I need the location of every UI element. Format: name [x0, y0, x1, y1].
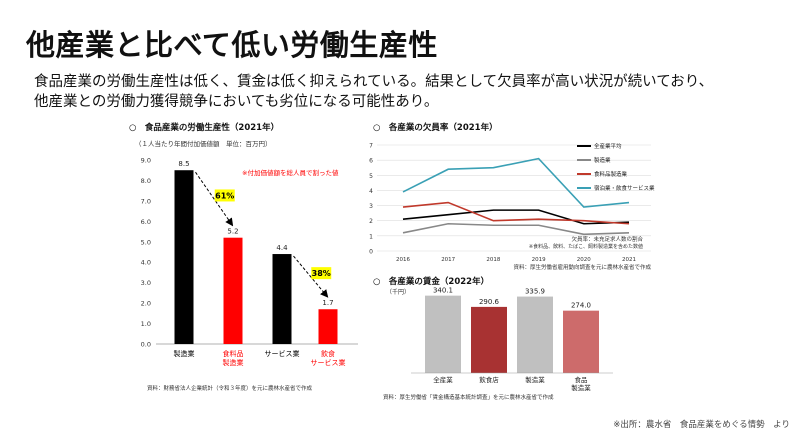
subtitle-line-2: 他産業との労働力獲得競争においても劣位になる可能性あり。 — [34, 94, 439, 110]
chart2-source: 資料：厚生労働省雇用動向調査を元に農林水産省で作成 — [513, 263, 651, 271]
chart1-ratio-arrow — [195, 171, 234, 227]
chart1-ytick-label: 8.0 — [141, 177, 151, 185]
chart1-source: 資料：財務省法人企業統計（令和３年度）を元に農林水産省で作成 — [147, 384, 313, 392]
chart1-annotation: ※付加価値額を総人員で割った値 — [242, 168, 339, 177]
chart3-value-label: 340.1 — [433, 287, 453, 295]
chart1-ratio-highlight — [214, 189, 235, 202]
chart1-bar — [223, 237, 243, 344]
chart1-ytick-label: 0.0 — [141, 341, 151, 349]
chart2-xtick-label: 2018 — [486, 257, 500, 263]
chart2-series-line — [402, 222, 630, 236]
chart1-ytick-label: 4.0 — [141, 259, 151, 267]
chart2-title: ○ 各産業の欠員率（2021年） — [373, 122, 498, 133]
chart2-xtick-label: 2021 — [622, 257, 636, 263]
chart3-value-label: 290.6 — [479, 298, 500, 306]
chart1-ratio-highlight — [311, 267, 332, 280]
chart1-value-label: 1.7 — [322, 299, 333, 307]
chart1-ytick-label: 9.0 — [141, 157, 151, 165]
chart2-legend-label: 製造業 — [594, 156, 611, 164]
chart2-ytick-label: 0 — [369, 249, 373, 256]
chart-panel: ○ 食品産業の労働生産性（2021年） （１人当たり年間付加価値額 単位：百万円）… — [121, 118, 657, 404]
chart2-ytick-label: 5 — [369, 173, 373, 180]
chart3-category-label: 食品製造業 — [571, 375, 591, 392]
source-footer: ※出所：農水省 食品産業をめぐる情勢 より — [613, 420, 790, 430]
chart2-legend-label: 全産業平均 — [594, 142, 622, 150]
chart1-value-label: 5.2 — [227, 228, 238, 236]
chart1-ytick-label: 7.0 — [141, 197, 151, 205]
chart2-legend-label: 食料品製造業 — [594, 170, 628, 178]
chart2-legend-label: 宿泊業・飲食サービス業 — [594, 184, 655, 192]
chart3-bar — [425, 295, 461, 373]
chart1-category-label: 食料品製造業 — [223, 349, 244, 367]
chart3-source: 資料：厚生労働省「賃金構造基本統計調査」を元に農林水産省で作成 — [383, 393, 554, 401]
chart2-series-line — [402, 157, 630, 208]
chart2-xtick-label: 2017 — [441, 257, 455, 263]
chart2-ytick-label: 7 — [369, 143, 373, 150]
chart2-ytick-label: 6 — [369, 158, 373, 165]
chart3-bar — [471, 306, 507, 373]
chart1-ratio-label: 38% — [312, 269, 331, 278]
chart2-xtick-label: 2019 — [532, 257, 546, 263]
charts-svg: ○ 食品産業の労働生産性（2021年） （１人当たり年間付加価値額 単位：百万円）… — [129, 122, 655, 401]
chart3-category-label: 全産業 — [433, 375, 453, 384]
chart3-value-label: 274.0 — [571, 302, 591, 310]
chart1-bar — [272, 254, 292, 344]
chart2-note: ※食料品、飲料、たばこ、飼料製造業を含めた数値 — [529, 243, 643, 250]
page-title: 他産業と比べて低い労働生産性 — [26, 28, 438, 62]
chart1-ytick-label: 3.0 — [141, 279, 151, 287]
subtitle-line-1: 食品産業の労働生産性は低く、賃金は低く抑えられている。結果として欠員率が高い状況… — [34, 74, 714, 90]
chart3-category-label: 製造業 — [525, 375, 545, 384]
chart1-ratio-arrow — [293, 255, 329, 298]
chart2-ytick-label: 1 — [369, 233, 373, 240]
chart2-series-line — [402, 209, 630, 225]
chart1-ytick-label: 5.0 — [141, 238, 151, 246]
chart3-title: ○ 各産業の賃金（2022年） — [373, 276, 489, 287]
chart1-category-label: 製造業 — [174, 349, 195, 358]
chart1-value-label: 4.4 — [276, 244, 288, 252]
chart1-subtitle: （１人当たり年間付加価値額 単位：百万円） — [135, 139, 272, 148]
chart1-bar — [174, 170, 194, 344]
chart3-bar — [517, 296, 553, 373]
chart2-ytick-label: 2 — [369, 218, 373, 225]
chart2-series-line — [402, 201, 630, 225]
chart3-category-label: 飲食店 — [479, 375, 499, 384]
chart1-ytick-label: 6.0 — [141, 218, 151, 226]
chart3-bar — [563, 310, 599, 373]
chart3-value-label: 335.9 — [525, 288, 545, 296]
chart1-ytick-label: 2.0 — [141, 300, 151, 308]
chart2-xtick-label: 2020 — [577, 257, 591, 263]
chart2-ytick-label: 4 — [369, 188, 373, 195]
chart1-ratio-label: 61% — [215, 191, 234, 200]
chart1-category-label: 飲食サービス業 — [311, 349, 346, 367]
chart1-title: ○ 食品産業の労働生産性（2021年） — [129, 122, 279, 133]
chart2-ytick-label: 3 — [369, 203, 373, 210]
chart2-xtick-label: 2016 — [396, 257, 410, 263]
chart1-category-label: サービス業 — [265, 349, 300, 358]
chart2-note: 欠員率：未充足求人数の割合 — [571, 235, 643, 243]
chart1-value-label: 8.5 — [178, 160, 189, 168]
page-subtitle: 食品産業の労働生産性は低く、賃金は低く抑えられている。結果として欠員率が高い状況… — [34, 72, 774, 112]
chart1-ytick-label: 1.0 — [141, 320, 151, 328]
chart3-unit: （千円） — [386, 288, 410, 296]
chart1-bar — [318, 309, 338, 344]
